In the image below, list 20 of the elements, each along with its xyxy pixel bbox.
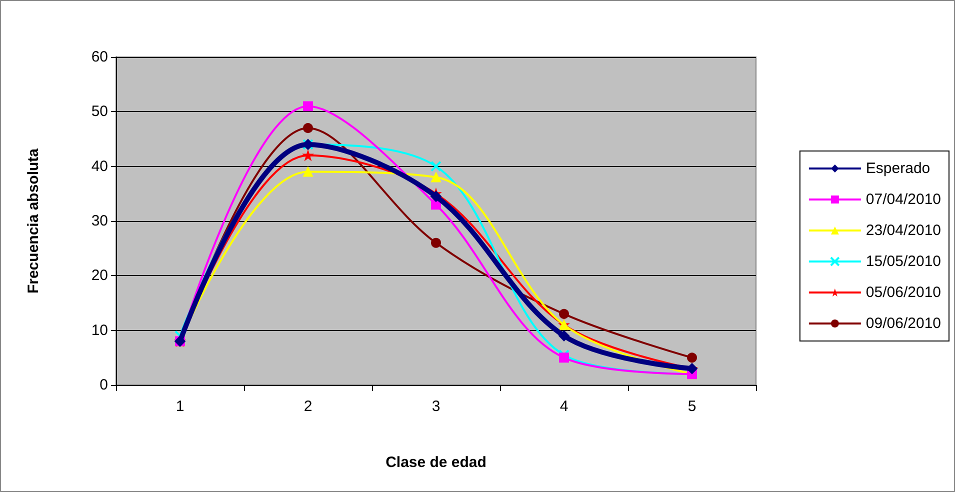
x-tick-label: 4 [560,398,568,415]
y-tick-label: 60 [91,48,108,66]
y-tick-label: 30 [91,212,108,230]
y-tick-label: 50 [91,103,108,120]
y-axis-title: Frecuencia absoluta [25,148,42,294]
legend-label: 15/05/2010 [866,253,942,270]
x-tick-label: 3 [432,398,440,415]
x-tick-label: 1 [176,398,184,415]
x-tick-label: 5 [688,398,696,415]
y-tick-label: 0 [100,376,108,394]
y-tick-label: 10 [91,322,108,339]
x-tick-label: 2 [304,398,312,415]
legend-label: 07/04/2010 [866,191,942,208]
legend-label: Esperado [866,160,930,177]
x-axis-title: Clase de edad [386,454,486,471]
legend-label: 05/06/2010 [866,284,942,301]
y-tick-label: 40 [91,158,108,175]
legend-label: 09/06/2010 [866,315,942,332]
legend-label: 23/04/2010 [866,222,942,239]
y-tick-label: 20 [91,267,108,284]
